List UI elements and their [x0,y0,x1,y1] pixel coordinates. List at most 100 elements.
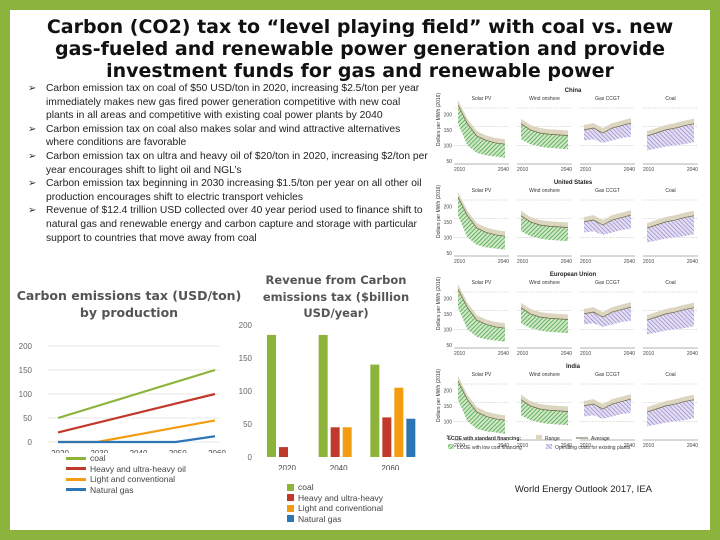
low-cost-band [647,399,694,427]
x-tick-label: 2020 [51,449,69,453]
panel-title: Solar PV [472,96,492,102]
y-tick-label: 50 [446,251,452,257]
x-tick-label: 2010 [517,259,528,265]
bullet-item: ➢ Carbon emission tax on coal of $50 USD/… [24,82,428,123]
average-line [646,123,695,137]
legend-label: LCOE with low cost financing [457,445,522,451]
x-tick-label: 2010 [454,259,465,265]
panel-title: Coal [665,96,675,102]
low-cost-band [584,215,631,235]
low-cost-band [647,123,694,151]
low-cost-band [458,105,505,158]
bullet-item: ➢ Carbon emission tax beginning in 2030 i… [24,177,428,204]
x-tick-label: 2010 [454,443,465,449]
y-tick-label: 50 [446,159,452,165]
x-tick-label: 2010 [454,167,465,173]
x-tick-label: 2040 [624,351,635,357]
bullet-text: Carbon emission tax on coal of $50 USD/t… [46,83,420,122]
source-note: World Energy Outlook 2017, IEA [514,484,652,495]
x-tick-label: 2010 [643,443,654,449]
average-line [457,380,506,421]
x-tick-label: 2040 [498,351,509,357]
legend-swatch [66,477,86,481]
average-line [646,215,695,229]
y-tick-label: 100 [19,390,33,399]
arrow-bullet-icon: ➢ [28,205,37,217]
low-cost-band [521,123,568,150]
x-tick-label: 2040 [687,167,698,173]
bullet-item: ➢ Carbon emission tax on coal also makes … [24,123,428,150]
legend-swatch [546,444,552,449]
x-tick-label: 2040 [561,351,572,357]
x-tick-label: 2030 [90,449,108,453]
average-line [457,288,506,329]
y-tick-label: 200 [444,296,453,302]
y-tick-label: 50 [446,435,452,441]
line-chart-title: Carbon emissions tax (USD/ton) by produc… [16,288,242,320]
lcoe-panels: China Dollars per MWh (2016) 50 100 150 200 So… [436,88,698,451]
bullet-item: ➢ Revenue of $12.4 trillion USD collected… [24,204,428,245]
line-chart: 0 50 100 150 200 2020 2030 2040 2050 2060 [19,342,227,453]
y-tick-label: 150 [444,404,453,410]
panel-title: Solar PV [472,188,492,194]
bullet-text: Carbon emission tax on coal also makes s… [46,123,401,149]
x-tick-label: 2040 [687,443,698,449]
arrow-bullet-icon: ➢ [28,83,37,94]
bar [370,364,380,457]
x-tick-label: 2010 [454,351,465,357]
bar-chart-legend: coal Heavy and ultra-heavy Light and conve… [287,482,383,524]
bar [342,427,352,457]
y-tick-label: 0 [28,438,33,447]
average-line [583,306,632,318]
y-tick-label: 150 [444,312,453,318]
legend-heading: LCOE with standard financing: [448,436,521,442]
legend-label: Light and conventional [90,474,176,485]
x-tick-label: 2010 [580,167,591,173]
bullet-list: ➢ Carbon emission tax on coal of $50 USD/… [24,82,428,245]
legend-label: coal [298,482,314,493]
bar [267,334,276,457]
bullet-item: ➢ Carbon emission tax on ultra and heavy … [24,150,428,177]
legend-swatch [66,467,86,471]
series-line [57,368,216,420]
bullet-text: Carbon emission tax on ultra and heavy o… [46,150,428,176]
bar [279,447,288,457]
average-line [583,398,632,410]
y-tick-label: 200 [444,112,453,118]
legend-label: Range [545,436,560,442]
low-cost-band [521,307,568,334]
low-cost-band [458,197,505,250]
panel-title: Gas CCGT [595,188,620,194]
x-tick-label: 2010 [643,167,654,173]
average-line [583,214,632,226]
legend-label: Light and conventional [298,503,384,514]
bullet-text: Revenue of $12.4 trillion USD collected … [46,205,423,244]
y-tick-label: 100 [444,327,453,333]
low-cost-band [584,123,631,143]
x-tick-label: 2010 [517,443,528,449]
x-tick-label: 2040 [498,259,509,265]
x-tick-label: 2060 [381,464,399,470]
x-tick-label: 2040 [330,464,348,470]
low-cost-band [584,399,631,419]
legend-label: coal [90,453,106,464]
average-line [520,215,569,228]
legend-label: Heavy and ultra-heavy oil [90,463,186,474]
y-tick-label: 50 [23,414,32,423]
x-tick-label: 2040 [498,443,509,449]
y-tick-label: 150 [444,128,453,134]
x-tick-label: 2010 [580,443,591,449]
x-tick-label: 2050 [169,449,187,453]
panel-title: Coal [665,280,675,286]
y-tick-label: 100 [444,419,453,425]
bar [318,334,328,457]
arrow-bullet-icon: ➢ [28,150,37,162]
bullet-text: Carbon emission tax beginning in 2030 in… [46,178,422,203]
y-axis-label: Dollars per MWh (2016) [436,369,442,422]
panel-title: Coal [665,188,675,194]
low-cost-band [647,307,694,335]
y-tick-label: 200 [19,342,33,351]
series-line [58,435,216,444]
bar [382,417,392,457]
y-tick-label: 0 [248,453,253,462]
